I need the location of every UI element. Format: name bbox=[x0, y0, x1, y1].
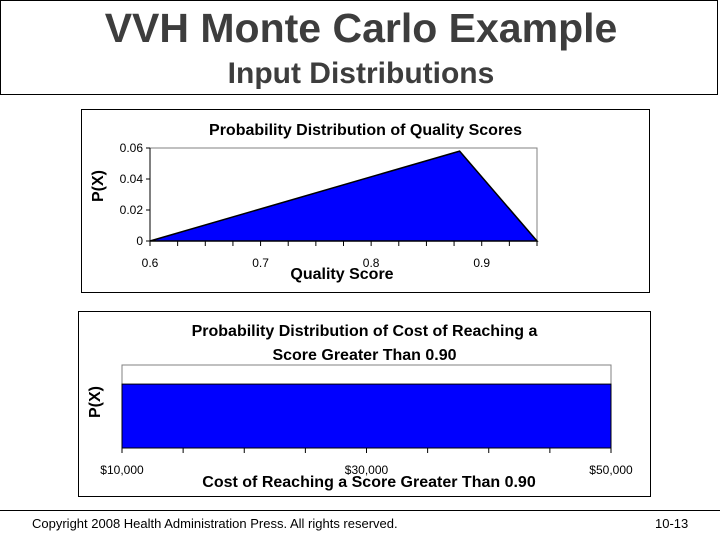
x-axis-title: Quality Score bbox=[290, 266, 394, 283]
quality-score-plot: 0 0.02 0.04 0.06 0.6 0.7 0.8 0.9 bbox=[120, 141, 539, 270]
chart-title-line-2: Score Greater Than 0.90 bbox=[272, 347, 457, 364]
page-number: 10-13 bbox=[655, 516, 689, 531]
slide-header: VVH Monte Carlo Example Input Distributi… bbox=[0, 0, 718, 95]
x-tick-label: $30,000 bbox=[345, 463, 389, 477]
uniform-distribution-area bbox=[121, 383, 612, 449]
x-tick-label: 0.8 bbox=[363, 256, 380, 270]
y-tick-label: 0.02 bbox=[120, 203, 144, 217]
y-tick-label: 0.06 bbox=[120, 141, 144, 155]
chart-title: Probability Distribution of Quality Scor… bbox=[209, 122, 522, 139]
x-axis-title: Cost of Reaching a Score Greater Than 0.… bbox=[202, 474, 536, 491]
cost-plot: $10,000 $30,000 $50,000 bbox=[100, 364, 633, 477]
x-tick-label: $50,000 bbox=[589, 463, 633, 477]
y-tick-label: 0.04 bbox=[120, 172, 144, 186]
footer-divider bbox=[0, 510, 720, 511]
x-tick-label: $10,000 bbox=[100, 463, 144, 477]
x-tick-label: 0.9 bbox=[473, 256, 490, 270]
chart-title-line-1: Probability Distribution of Cost of Reac… bbox=[191, 323, 538, 340]
x-tick-label: 0.6 bbox=[142, 256, 159, 270]
x-tick-label: 0.7 bbox=[252, 256, 269, 270]
y-tick-label: 0 bbox=[136, 234, 143, 248]
copyright-text: Copyright 2008 Health Administration Pre… bbox=[32, 516, 398, 531]
cost-chart-panel: Probability Distribution of Cost of Reac… bbox=[78, 311, 651, 497]
slide-subtitle: Input Distributions bbox=[227, 57, 495, 90]
quality-score-chart-panel: Probability Distribution of Quality Scor… bbox=[81, 109, 650, 293]
slide-title: VVH Monte Carlo Example bbox=[104, 5, 618, 51]
